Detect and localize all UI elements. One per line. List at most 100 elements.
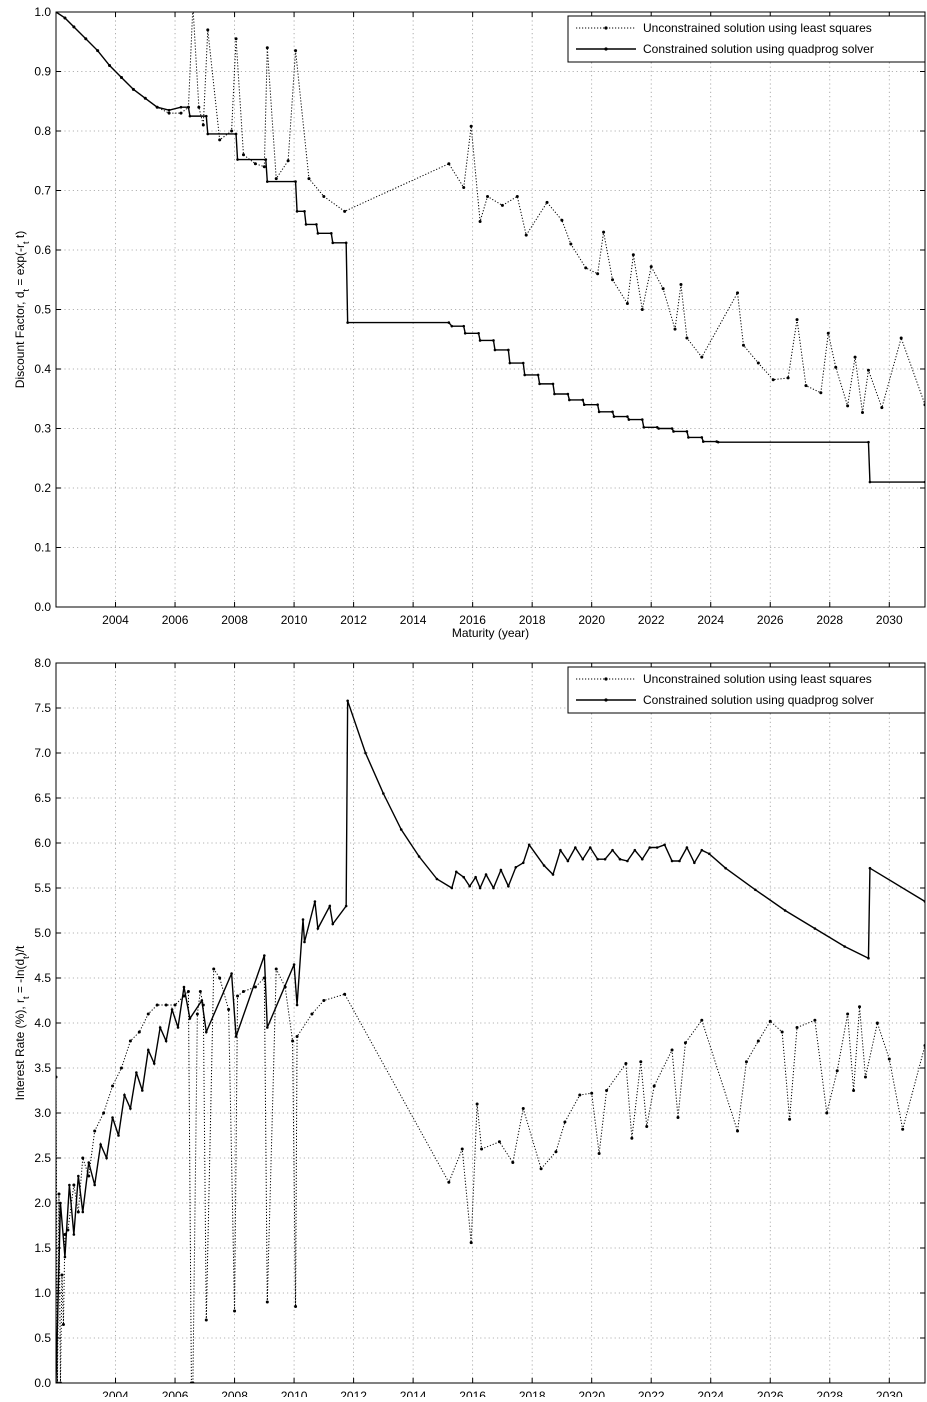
- data-point: [863, 1075, 867, 1079]
- data-point: [596, 403, 599, 407]
- data-point: [474, 875, 477, 879]
- data-point: [135, 1071, 138, 1074]
- data-point: [868, 866, 872, 870]
- y-tick-label: 5.5: [34, 881, 51, 895]
- data-point: [756, 361, 760, 365]
- data-point: [186, 990, 190, 993]
- data-point: [191, 5, 194, 8]
- data-point: [344, 241, 348, 245]
- data-point: [542, 864, 546, 867]
- data-point: [835, 1069, 839, 1073]
- data-point: [661, 287, 665, 291]
- y-tick-label: 7.0: [34, 746, 51, 760]
- x-tick-label: 2018: [519, 613, 546, 627]
- data-point: [880, 406, 884, 410]
- data-point: [266, 1026, 269, 1029]
- y-tick-label: 2.0: [34, 1196, 51, 1210]
- data-point: [87, 1174, 91, 1178]
- chart-panel-2: 2004 2006 2008 2010 2012 2014 2016 2018 2020 2022…: [13, 656, 926, 1402]
- label-part: )/t: [13, 945, 27, 956]
- data-point: [536, 373, 540, 377]
- x-tick-label: 2030: [876, 1389, 903, 1397]
- data-point: [120, 76, 123, 79]
- data-point: [672, 430, 675, 433]
- x-tick-label: 2020: [578, 613, 605, 627]
- data-point: [81, 1156, 85, 1160]
- data-point: [741, 343, 745, 347]
- y-tick-label: 4.0: [34, 1016, 51, 1030]
- legend-item: Unconstrained solution using least squar…: [576, 21, 872, 35]
- data-point: [551, 873, 555, 876]
- data-point: [447, 1180, 451, 1184]
- data-point: [551, 382, 555, 386]
- data-point: [316, 927, 320, 930]
- data-point: [265, 46, 269, 50]
- data-point: [670, 859, 674, 863]
- data-point: [234, 1035, 238, 1038]
- data-point: [72, 1183, 76, 1187]
- y-tick-label: 3.5: [34, 1061, 51, 1075]
- data-point: [63, 16, 67, 20]
- data-point: [771, 378, 775, 382]
- data-point: [640, 418, 644, 421]
- data-point: [679, 283, 683, 287]
- data-point: [645, 1125, 649, 1128]
- data-point: [716, 440, 720, 444]
- data-point: [291, 1039, 295, 1043]
- data-point: [707, 852, 711, 856]
- x-tick-label: 2022: [638, 613, 665, 627]
- data-point: [170, 1008, 174, 1011]
- data-point: [146, 1012, 150, 1016]
- data-point: [744, 1060, 748, 1064]
- y-tick-label: 1.0: [34, 1286, 51, 1300]
- data-point: [93, 1129, 97, 1133]
- data-point: [768, 1019, 772, 1023]
- data-point: [295, 1035, 299, 1038]
- data-point: [61, 1323, 65, 1326]
- data-point: [164, 1039, 168, 1043]
- data-point: [736, 1129, 740, 1133]
- data-point: [462, 324, 466, 328]
- data-point: [72, 1233, 76, 1236]
- y-tick-label: 0.5: [34, 1331, 51, 1345]
- data-point: [507, 884, 510, 888]
- data-point: [198, 990, 202, 993]
- data-point: [687, 436, 690, 439]
- data-point: [545, 200, 549, 204]
- data-point: [700, 355, 704, 359]
- data-point: [152, 1062, 156, 1065]
- data-point: [700, 436, 704, 439]
- data-point: [382, 792, 385, 795]
- y-tick-label: 4.5: [34, 971, 51, 985]
- data-point: [843, 945, 846, 948]
- data-point: [87, 1161, 91, 1164]
- data-point: [158, 1026, 162, 1029]
- y-tick-label: 0.6: [34, 243, 51, 257]
- data-point: [625, 302, 629, 306]
- data-point: [188, 114, 192, 118]
- data-point: [559, 848, 562, 852]
- data-point: [463, 332, 467, 335]
- data-point: [187, 105, 190, 109]
- data-point: [804, 384, 808, 388]
- series-line: [56, 12, 925, 483]
- data-point: [265, 1300, 269, 1304]
- data-point: [683, 1041, 687, 1045]
- x-tick-label: 2010: [281, 1389, 308, 1397]
- data-point: [700, 1018, 704, 1022]
- data-point: [478, 339, 482, 342]
- data-point: [631, 253, 635, 257]
- data-point: [469, 124, 473, 128]
- x-tick-label: 2004: [102, 1389, 129, 1397]
- data-point: [111, 1084, 115, 1088]
- data-point: [292, 963, 296, 966]
- data-point: [141, 1089, 144, 1092]
- data-point: [204, 1318, 208, 1322]
- data-point: [316, 232, 320, 235]
- x-tick-label: 2012: [340, 1389, 367, 1397]
- data-point: [493, 348, 497, 352]
- data-point: [117, 1134, 120, 1137]
- x-axis-label: Maturity (year): [452, 626, 529, 640]
- x-tick-label: 2006: [162, 613, 189, 627]
- data-point: [241, 153, 245, 157]
